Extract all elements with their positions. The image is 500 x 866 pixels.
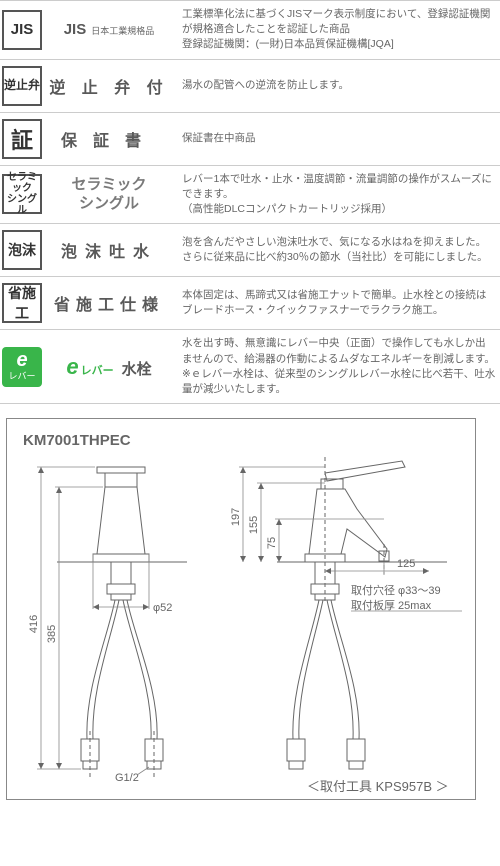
dim-phi52: φ52 (153, 602, 172, 614)
feature-row-elever: e レバー eレバー 水栓 水を出す時、無意識にレバー中央（正面）で操作しても水… (0, 330, 500, 404)
dim-hole: 取付穴径 φ33～39 (351, 583, 441, 597)
feature-row-check-valve: 逆止弁 逆 止 弁 付 湯水の配管への逆流を防止します。 (0, 59, 500, 112)
feature-spec-container: JIS JIS 日本工業規格品 工業標準化法に基づくJISマーク表示制度において… (0, 0, 500, 800)
dim-g12: G1/2 (115, 772, 139, 784)
dim-thickness: 取付板厚 25max (351, 598, 432, 612)
feature-title: 泡沫吐水 (61, 244, 157, 261)
feature-row-jis: JIS JIS 日本工業規格品 工業標準化法に基づくJISマーク表示制度において… (0, 1, 500, 60)
feature-title: eレバー 水栓 (66, 354, 151, 380)
feature-description: レバー1本で吐水・止水・温度調節・流量調節の操作がスムーズにできます。 （高性能… (174, 165, 500, 224)
feature-row-aerator: 泡沫 泡沫吐水 泡を含んだやさしい泡沫吐水で、気になる水はねを抑えました。さらに… (0, 224, 500, 277)
feature-row-warranty: 証 保証書 保証書在中商品 (0, 112, 500, 165)
feature-description: 保証書在中商品 (174, 112, 500, 165)
feature-title: JIS (64, 21, 87, 38)
feature-table: JIS JIS 日本工業規格品 工業標準化法に基づくJISマーク表示制度において… (0, 0, 500, 404)
feature-description: 水を出す時、無意識にレバー中央（正面）で操作しても水しか出ませんので、給湯器の作… (174, 330, 500, 404)
dim-416: 416 (28, 615, 40, 633)
feature-title: 省施工仕様 (54, 297, 164, 314)
feature-row-easy-install: 省施工 省施工仕様 本体固定は、馬蹄式又は省施工ナットで簡単。止水栓との接続はブ… (0, 277, 500, 330)
jis-mark-icon: JIS (2, 10, 42, 50)
dim-125: 125 (397, 558, 415, 570)
dim-385: 385 (46, 625, 58, 643)
dim-75: 75 (266, 537, 278, 549)
model-number: KM7001THPEC (23, 432, 131, 449)
easy-install-icon: 省施工 (2, 283, 42, 323)
aerator-icon: 泡沫 (2, 230, 42, 270)
feature-description: 工業標準化法に基づくJISマーク表示制度において、登録認証機関が規格適合したこと… (174, 1, 500, 60)
warranty-icon: 証 (2, 119, 42, 159)
faucet-drawing-svg: KM7001THPEC φ52 (7, 419, 475, 799)
feature-description: 泡を含んだやさしい泡沫吐水で、気になる水はねを抑えました。さらに従来品に比べ約3… (174, 224, 500, 277)
feature-description: 本体固定は、馬蹄式又は省施工ナットで簡単。止水栓との接続はブレードホース・クイッ… (174, 277, 500, 330)
tool-label: ＜取付工具 KPS957B ＞ (307, 779, 449, 794)
feature-subtitle: 日本工業規格品 (91, 26, 154, 36)
feature-title: 逆 止 弁 付 (49, 80, 168, 97)
feature-title: 保証書 (61, 133, 157, 150)
dim-155: 155 (248, 516, 260, 534)
feature-description: 湯水の配管への逆流を防止します。 (174, 59, 500, 112)
technical-diagram: KM7001THPEC φ52 (6, 418, 476, 800)
ceramic-single-icon: セラミック シングル (2, 174, 42, 214)
elever-icon: e レバー (2, 347, 42, 387)
dim-197: 197 (230, 508, 242, 526)
feature-title: セラミック シングル (48, 175, 170, 214)
check-valve-icon: 逆止弁 (2, 66, 42, 106)
feature-row-ceramic: セラミック シングル セラミック シングル レバー1本で吐水・止水・温度調節・流… (0, 165, 500, 224)
